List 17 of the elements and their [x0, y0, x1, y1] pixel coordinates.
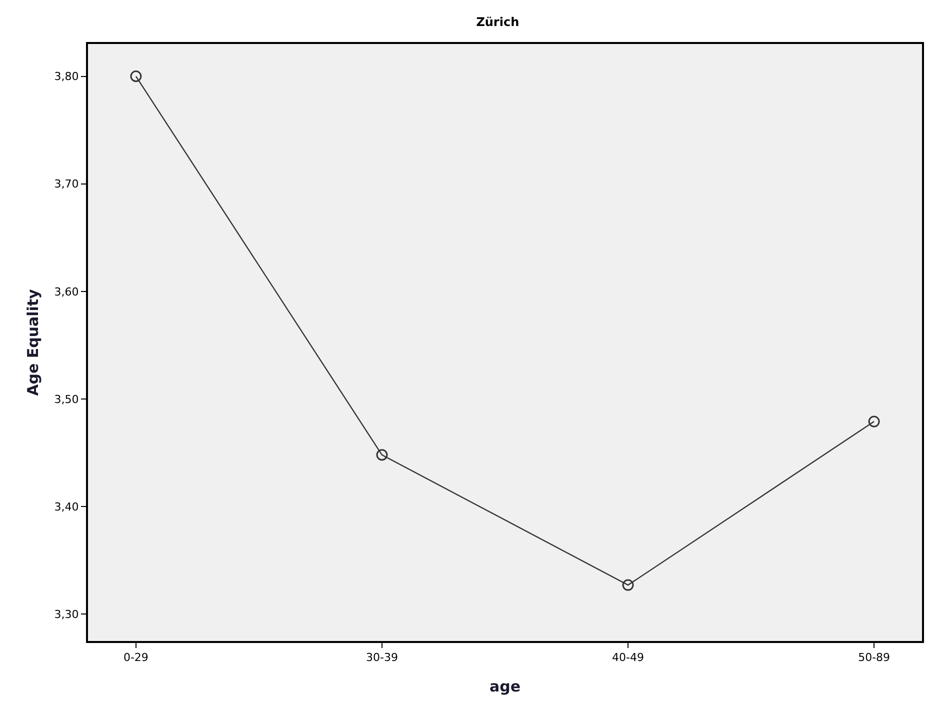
y-tick-label: 3,60	[54, 285, 79, 298]
x-tick-label: 40-49	[612, 651, 644, 664]
x-axis-title: age	[489, 678, 521, 696]
chart-title: Zürich	[476, 15, 520, 30]
y-axis-title: Age Equality	[24, 288, 42, 396]
y-tick-label: 3,70	[54, 178, 79, 191]
point	[622, 579, 634, 591]
point	[376, 449, 388, 461]
x-tick-label: 30-39	[366, 651, 398, 664]
x-tick-label: 0-29	[123, 651, 148, 664]
y-tick-label: 3,30	[54, 608, 79, 621]
point	[130, 70, 142, 82]
y-tick-label: 3,80	[54, 70, 79, 84]
point	[868, 416, 880, 428]
x-tick-label: 50-89	[858, 651, 890, 664]
y-tick-label: 3,50	[54, 392, 79, 406]
y-tick-label: 3,40	[54, 500, 79, 514]
